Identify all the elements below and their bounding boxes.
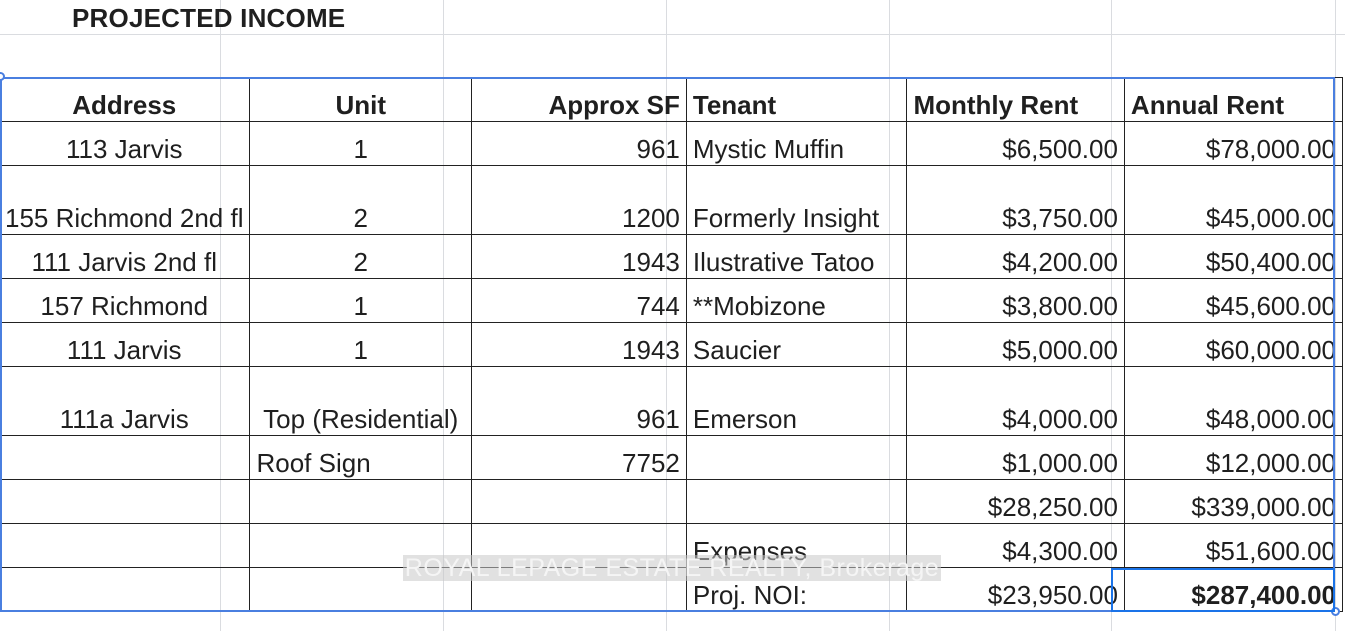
tenant-cell[interactable]: Saucier (685, 322, 908, 367)
brokerage-watermark: ROYAL LEPAGE ESTATE REALTY, Brokerage (403, 555, 941, 581)
empty-cell[interactable] (0, 479, 251, 524)
annual-rent-cell[interactable]: $45,600.00 (1123, 278, 1344, 323)
tenant-cell[interactable]: Ilustrative Tatoo (685, 234, 908, 279)
table-row: 157 Richmond 1 744 **Mobizone $3,800.00 … (0, 278, 1344, 323)
sf-cell[interactable]: 744 (470, 278, 687, 323)
header-approx-sf[interactable]: Approx SF (470, 77, 687, 122)
address-cell[interactable]: 157 Richmond (0, 278, 251, 323)
unit-cell[interactable]: 2 (249, 165, 472, 235)
monthly-rent-cell[interactable]: $5,000.00 (906, 322, 1125, 367)
empty-cell[interactable] (0, 567, 251, 612)
gridline (0, 34, 1345, 35)
table-row: 155 Richmond 2nd fl 2 1200 Formerly Insi… (0, 165, 1344, 235)
table-row: 111 Jarvis 1 1943 Saucier $5,000.00 $60,… (0, 322, 1344, 367)
annual-rent-cell[interactable]: $45,000.00 (1123, 165, 1344, 235)
sf-cell[interactable]: 961 (470, 366, 687, 436)
unit-cell[interactable]: 1 (249, 278, 472, 323)
table-row: 113 Jarvis 1 961 Mystic Muffin $6,500.00… (0, 121, 1344, 166)
empty-cell[interactable] (0, 523, 251, 568)
header-tenant[interactable]: Tenant (685, 77, 908, 122)
address-cell[interactable]: 113 Jarvis (0, 121, 251, 166)
noi-row: Proj. NOI: $23,950.00 $287,400.00 (0, 567, 1344, 612)
monthly-rent-cell[interactable]: $3,750.00 (906, 165, 1125, 235)
noi-monthly-cell[interactable]: $23,950.00 (906, 567, 1125, 612)
noi-annual-cell[interactable]: $287,400.00 (1123, 567, 1344, 612)
sf-cell[interactable]: 1943 (470, 322, 687, 367)
annual-rent-cell[interactable]: $12,000.00 (1123, 435, 1344, 480)
total-monthly-cell[interactable]: $28,250.00 (906, 479, 1125, 524)
unit-cell[interactable]: 1 (249, 322, 472, 367)
empty-cell[interactable] (470, 479, 687, 524)
empty-cell[interactable] (249, 479, 472, 524)
unit-cell[interactable]: 2 (249, 234, 472, 279)
unit-cell[interactable]: Roof Sign (249, 435, 472, 480)
empty-cell[interactable] (685, 479, 908, 524)
tenant-cell[interactable] (685, 435, 908, 480)
unit-cell[interactable]: 1 (249, 121, 472, 166)
sf-cell[interactable]: 1200 (470, 165, 687, 235)
monthly-rent-cell[interactable]: $6,500.00 (906, 121, 1125, 166)
monthly-rent-cell[interactable]: $4,200.00 (906, 234, 1125, 279)
monthly-rent-cell[interactable]: $4,000.00 (906, 366, 1125, 436)
monthly-rent-cell[interactable]: $1,000.00 (906, 435, 1125, 480)
annual-rent-cell[interactable]: $48,000.00 (1123, 366, 1344, 436)
selection-handle-bottom-right[interactable] (1331, 607, 1340, 616)
selection-handle-top-left[interactable] (0, 72, 5, 81)
annual-rent-cell[interactable]: $60,000.00 (1123, 322, 1344, 367)
sf-cell[interactable]: 1943 (470, 234, 687, 279)
sheet-title[interactable]: PROJECTED INCOME (72, 3, 346, 33)
tenant-cell[interactable]: **Mobizone (685, 278, 908, 323)
header-row: Address Unit Approx SF Tenant Monthly Re… (0, 77, 1344, 122)
tenant-cell[interactable]: Emerson (685, 366, 908, 436)
sf-cell[interactable]: 961 (470, 121, 687, 166)
table-row: Roof Sign 7752 $1,000.00 $12,000.00 (0, 435, 1344, 480)
total-annual-cell[interactable]: $339,000.00 (1123, 479, 1344, 524)
header-monthly-rent[interactable]: Monthly Rent (906, 77, 1125, 122)
address-cell[interactable]: 155 Richmond 2nd fl (0, 165, 251, 235)
address-cell[interactable]: 111 Jarvis (0, 322, 251, 367)
totals-row: $28,250.00 $339,000.00 (0, 479, 1344, 524)
header-unit[interactable]: Unit (249, 77, 472, 122)
tenant-cell[interactable]: Formerly Insight (685, 165, 908, 235)
header-annual-rent[interactable]: Annual Rent (1123, 77, 1344, 122)
sf-cell[interactable]: 7752 (470, 435, 687, 480)
address-cell[interactable] (0, 435, 251, 480)
unit-cell[interactable]: Top (Residential) (249, 366, 472, 436)
address-cell[interactable]: 111 Jarvis 2nd fl (0, 234, 251, 279)
table-row: 111a Jarvis Top (Residential) 961 Emerso… (0, 366, 1344, 436)
monthly-rent-cell[interactable]: $3,800.00 (906, 278, 1125, 323)
header-address[interactable]: Address (0, 77, 251, 122)
table-row: 111 Jarvis 2nd fl 2 1943 Ilustrative Tat… (0, 234, 1344, 279)
expenses-annual-cell[interactable]: $51,600.00 (1123, 523, 1344, 568)
income-table: Address Unit Approx SF Tenant Monthly Re… (0, 77, 1344, 612)
annual-rent-cell[interactable]: $78,000.00 (1123, 121, 1344, 166)
annual-rent-cell[interactable]: $50,400.00 (1123, 234, 1344, 279)
address-cell[interactable]: 111a Jarvis (0, 366, 251, 436)
tenant-cell[interactable]: Mystic Muffin (685, 121, 908, 166)
